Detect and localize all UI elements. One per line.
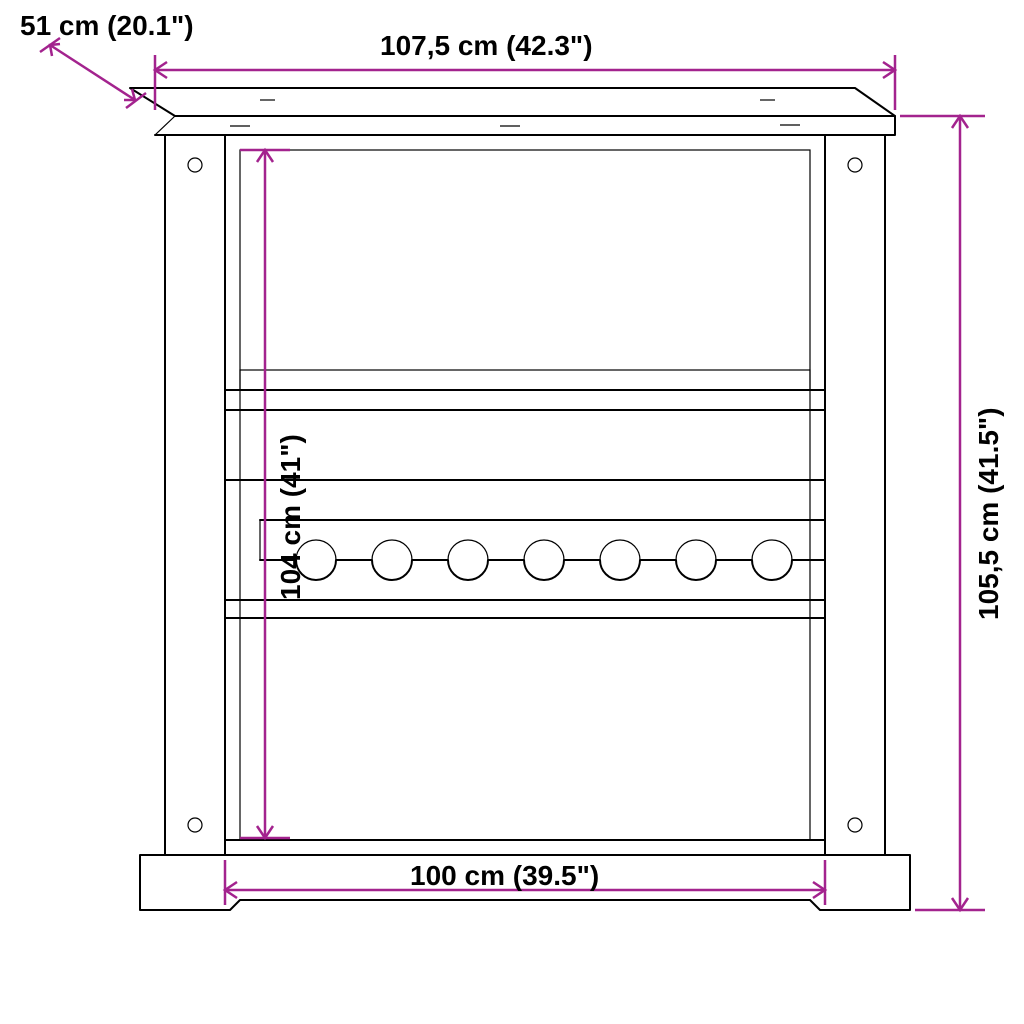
dim-outer-height-label: 105,5 cm (41.5") [973,407,1004,620]
dim-inner-width-label: 100 cm (39.5") [410,860,599,891]
dimension-annotations: 51 cm (20.1") 107,5 cm (42.3") 104 cm (4… [20,10,1004,910]
dim-top-width-label: 107,5 cm (42.3") [380,30,593,61]
wine-rack [260,520,825,580]
cabinet-drawing [130,88,910,910]
dimension-diagram: 51 cm (20.1") 107,5 cm (42.3") 104 cm (4… [0,0,1024,1024]
dim-inner-height-label: 104 cm (41") [275,434,306,600]
dim-depth-label: 51 cm (20.1") [20,10,194,41]
